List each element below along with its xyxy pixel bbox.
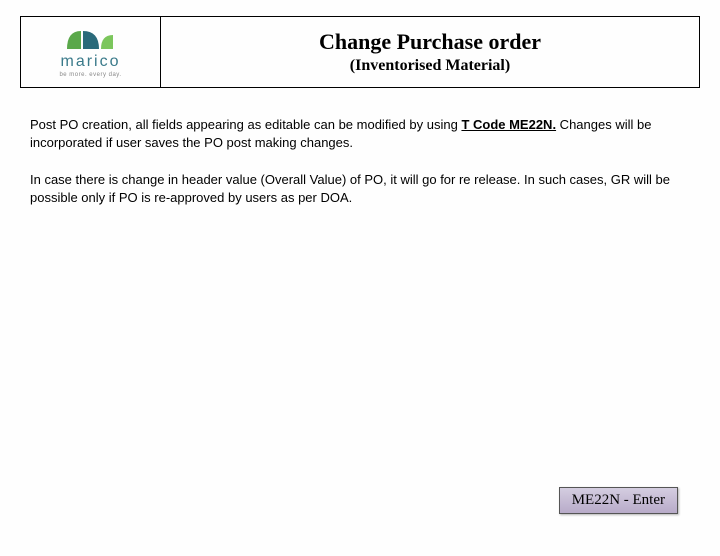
- page-title: Change Purchase order: [319, 29, 541, 55]
- body-content: Post PO creation, all fields appearing a…: [30, 116, 690, 206]
- para1-pre: Post PO creation, all fields appearing a…: [30, 117, 461, 132]
- logo-tagline: be more. every day.: [59, 72, 121, 78]
- logo: marico be more. every day.: [59, 27, 121, 78]
- title-cell: Change Purchase order (Inventorised Mate…: [161, 17, 699, 87]
- page-subtitle: (Inventorised Material): [350, 57, 510, 75]
- logo-text: marico: [60, 53, 120, 71]
- logo-arc-icon: [61, 27, 121, 51]
- header-box: marico be more. every day. Change Purcha…: [20, 16, 700, 88]
- paragraph-1: Post PO creation, all fields appearing a…: [30, 116, 690, 151]
- para1-tcode: T Code ME22N.: [461, 117, 556, 132]
- me22n-enter-button[interactable]: ME22N - Enter: [559, 487, 678, 514]
- paragraph-2: In case there is change in header value …: [30, 171, 690, 206]
- logo-cell: marico be more. every day.: [21, 17, 161, 87]
